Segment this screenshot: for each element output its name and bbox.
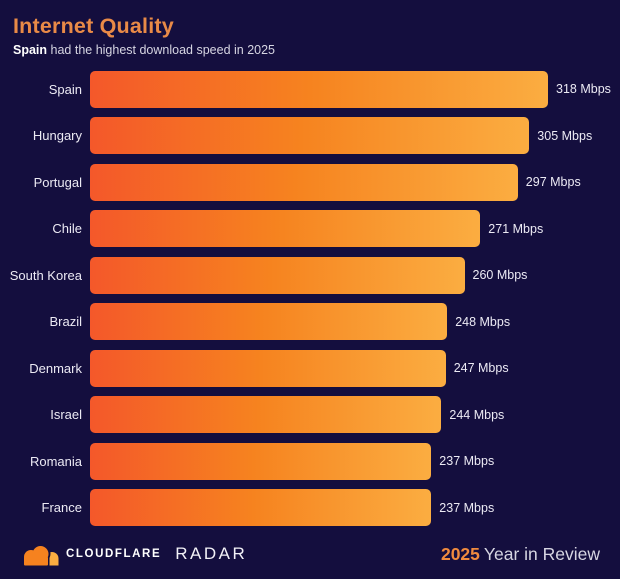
country-label: Brazil (49, 314, 82, 330)
chart-row: Hungary 305 Mbps (0, 113, 620, 160)
country-label: Spain (48, 81, 82, 97)
bar (90, 442, 432, 480)
page-title: Internet Quality (13, 14, 174, 38)
bar (90, 256, 465, 294)
value-label: 305 Mbps (537, 128, 593, 143)
cloudflare-wordmark: CLOUDFLARE (66, 548, 162, 560)
cloudflare-radar-logo: CLOUDFLARE RADAR (20, 541, 247, 567)
value-label: 244 Mbps (449, 407, 505, 422)
subtitle-highlight: Spain (13, 43, 48, 57)
radar-wordmark: RADAR (175, 544, 248, 563)
value-label: 248 Mbps (455, 314, 511, 329)
bar (90, 210, 481, 248)
chart-row: Romania 237 Mbps (0, 438, 620, 485)
footer: CLOUDFLARE RADAR 2025 Year in Review (0, 535, 620, 579)
value-label: 318 Mbps (556, 82, 611, 97)
country-label: South Korea (9, 267, 82, 283)
country-label: Israel (50, 407, 82, 423)
chart-row: Brazil 248 Mbps (0, 299, 620, 346)
chart-row: Denmark 247 Mbps (0, 345, 620, 392)
year-in-review-label: 2025 Year in Review (441, 544, 600, 565)
bar-chart: Spain 318 Mbps Hungary 305 Mbps Portugal… (0, 66, 620, 531)
chart-row: Portugal 297 Mbps (0, 159, 620, 206)
value-label: 271 Mbps (488, 221, 544, 236)
bar (90, 117, 530, 155)
chart-row: Spain 318 Mbps (0, 66, 620, 113)
country-label: Hungary (32, 128, 82, 144)
country-label: Romania (29, 453, 82, 469)
bar (90, 70, 548, 108)
chart-row: South Korea 260 Mbps (0, 252, 620, 299)
tagline-text: Year in Review (483, 543, 600, 564)
subtitle: Spain had the highest download speed in … (13, 42, 620, 58)
cloudflare-cloud-icon (20, 543, 61, 567)
year-text: 2025 (440, 543, 480, 564)
subtitle-text: had the highest download speed in 2025 (47, 43, 276, 57)
country-label: Denmark (29, 360, 82, 376)
country-label: France (41, 500, 82, 516)
chart-row: Israel 244 Mbps (0, 392, 620, 439)
value-label: 247 Mbps (453, 361, 509, 376)
chart-row: Chile 271 Mbps (0, 206, 620, 253)
bar (90, 349, 446, 387)
country-label: Chile (52, 221, 82, 237)
value-label: 260 Mbps (472, 268, 528, 283)
bar (90, 489, 432, 527)
value-label: 297 Mbps (525, 175, 581, 190)
value-label: 237 Mbps (439, 454, 495, 469)
country-label: Portugal (33, 174, 82, 190)
bar (90, 303, 448, 341)
chart-row: France 237 Mbps (0, 485, 620, 532)
bar (90, 163, 518, 201)
value-label: 237 Mbps (439, 500, 495, 515)
header: Internet Quality Spain had the highest d… (0, 0, 620, 58)
bar (90, 396, 442, 434)
